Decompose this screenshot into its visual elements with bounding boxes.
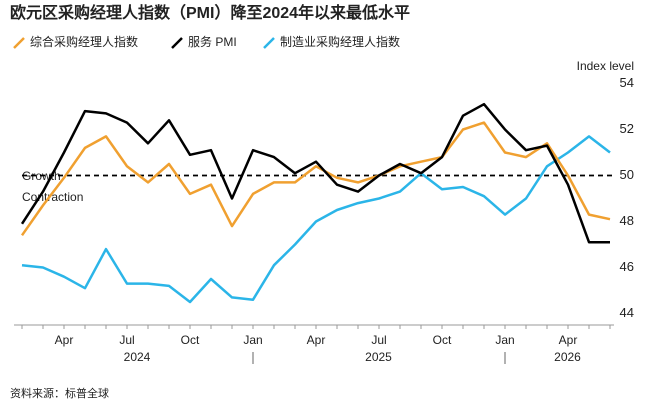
legend-swatch [13, 37, 25, 49]
legend-swatch [263, 37, 275, 49]
y-tick-label: 54 [620, 75, 634, 90]
x-tick-label: Apr [559, 333, 578, 347]
x-tick-label: Oct [433, 333, 452, 347]
source: 资料来源：标普全球 [10, 386, 109, 400]
legend-swatch [171, 37, 183, 49]
y-tick-label: 50 [620, 167, 634, 182]
series-line [21, 135, 611, 304]
x-tick-label: Apr [307, 333, 326, 347]
year-label: 2024 [124, 350, 151, 364]
x-tick-label: Jan [495, 333, 514, 347]
year-label: 2025 [365, 350, 392, 364]
x-tick-label: Oct [181, 333, 200, 347]
y-tick-label: 44 [620, 305, 634, 320]
chart-title: 欧元区采购经理人指数（PMI）降至2024年以来最低水平 [10, 3, 410, 22]
y-axis-label: Index level [577, 59, 634, 73]
series-line [20, 102, 610, 244]
year-label: 2026 [554, 350, 581, 364]
y-tick-label: 46 [620, 259, 634, 274]
y-tick-label: 48 [620, 213, 634, 228]
x-tick-label: Apr [55, 333, 74, 347]
y-tick-label: 52 [620, 121, 634, 136]
legend-label: 综合采购经理人指数 [30, 34, 138, 49]
legend-label: 制造业采购经理人指数 [280, 34, 400, 49]
legend-label: 服务 PMI [188, 34, 237, 49]
x-tick-label: Jul [119, 333, 134, 347]
x-tick-label: Jul [371, 333, 386, 347]
x-tick-label: Jan [243, 333, 262, 347]
series-line [20, 121, 611, 237]
